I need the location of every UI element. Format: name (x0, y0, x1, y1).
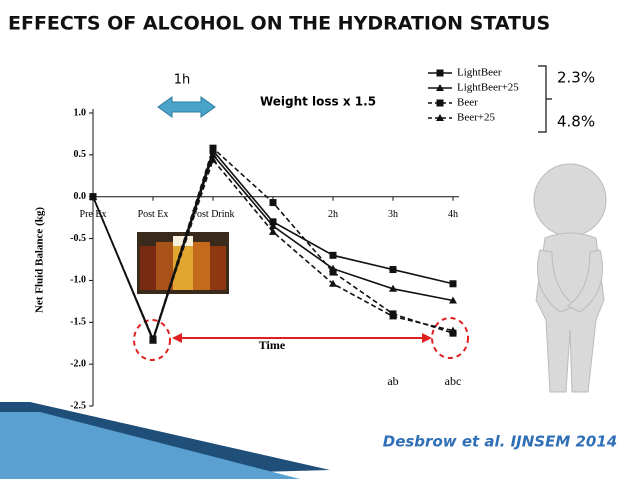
x-tick-label: 4h (448, 209, 458, 220)
citation: Desbrow et al. IJNSEM 2014 (383, 433, 618, 451)
x-axis-label: Time (259, 338, 286, 352)
y-tick-label: 0.5 (74, 149, 87, 160)
point (149, 335, 157, 343)
percent-label: 4.8% (557, 113, 595, 131)
point (449, 296, 457, 304)
y-tick-label: -2.0 (70, 358, 86, 369)
point (389, 284, 397, 292)
point (449, 280, 457, 288)
point (329, 251, 337, 259)
point (269, 222, 277, 230)
person-figure (533, 163, 607, 393)
percent-label: 2.3% (557, 69, 595, 87)
legend-marker (436, 69, 444, 77)
point (329, 268, 337, 276)
legend-marker (436, 99, 444, 107)
y-tick-label: -1.0 (70, 275, 86, 286)
y-axis-label: Net Fluid Balance (kg) (34, 207, 46, 313)
x-tick-label: Pre Ex (80, 209, 107, 220)
y-tick-label: -2.5 (70, 400, 86, 411)
point (329, 279, 337, 287)
note: Weight loss x 1.5 (260, 95, 376, 109)
x-tick-label: Post Drink (191, 209, 234, 220)
legend-marker (436, 84, 444, 91)
point (389, 312, 397, 320)
legend-label: LightBeer+25 (457, 82, 519, 94)
legend-label: Beer+25 (457, 112, 495, 124)
corner-decoration (0, 412, 300, 479)
x-tick-label: Post Ex (138, 209, 169, 220)
point (389, 266, 397, 274)
point (449, 326, 457, 334)
highlight-circle (133, 319, 171, 361)
slide-title: EFFECTS OF ALCOHOL ON THE HYDRATION STAT… (8, 13, 550, 35)
highlight-circle (431, 317, 469, 359)
legend-label: LightBeer (457, 67, 502, 79)
point (269, 199, 277, 207)
x-tick-label: 3h (388, 209, 398, 220)
y-tick-label: -1.5 (70, 317, 86, 328)
point (209, 155, 217, 163)
significance-label: abc (445, 374, 462, 388)
x-tick-label: 2h (328, 209, 338, 220)
y-tick-label: 1.0 (74, 107, 87, 118)
bracket (538, 65, 552, 133)
interval-arrow (157, 96, 216, 118)
point (269, 227, 277, 235)
interval-label: 1h (174, 73, 191, 88)
legend-label: Beer (457, 97, 478, 109)
y-tick-label: -0.5 (70, 233, 86, 244)
significance-label: ab (387, 374, 398, 388)
point (269, 218, 277, 226)
point (209, 144, 217, 152)
y-tick-label: 0.0 (74, 191, 87, 202)
point (89, 192, 97, 200)
legend-marker (436, 114, 444, 121)
